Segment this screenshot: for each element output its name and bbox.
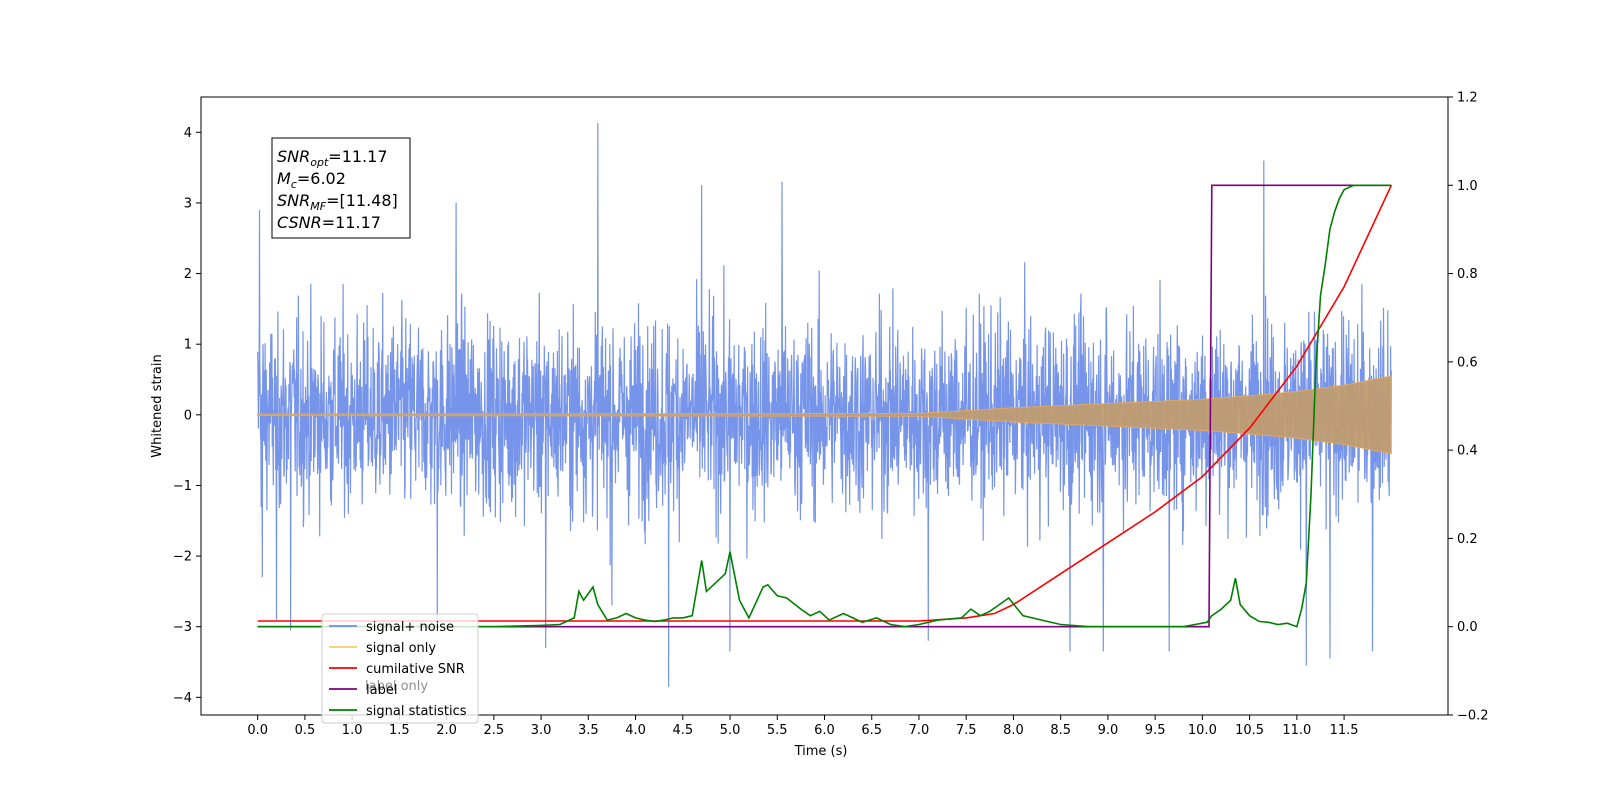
x-tick-label: 0.0 xyxy=(247,723,268,738)
x-tick-label: 10.0 xyxy=(1188,723,1217,738)
y-tick-label-right: 0.4 xyxy=(1457,444,1478,459)
x-tick-label: 0.5 xyxy=(295,723,316,738)
annotation-line: SNRMF=[11.48] xyxy=(277,191,398,213)
x-tick-label: 11.0 xyxy=(1282,723,1311,738)
x-tick-label: 1.0 xyxy=(342,723,363,738)
legend-frame xyxy=(321,613,479,724)
x-tick-label: 8.5 xyxy=(1050,723,1071,738)
x-tick-label: 5.0 xyxy=(720,723,741,738)
y-tick-label-left: −3 xyxy=(173,620,192,635)
x-tick-label: 4.5 xyxy=(672,723,693,738)
x-tick-label: 6.0 xyxy=(814,723,835,738)
y-tick-label-left: −1 xyxy=(173,479,192,494)
x-tick-label: 6.5 xyxy=(861,723,882,738)
x-tick-label: 3.5 xyxy=(578,723,599,738)
snr-annotation-box: SNRopt=11.17Mc=6.02SNRMF=[11.48]CSNR=11.… xyxy=(271,137,411,239)
y-tick-label-left: 2 xyxy=(184,267,192,282)
y-tick-label-right: 0.0 xyxy=(1457,620,1478,635)
y-axis-right: −0.2 0.0 0.2 0.4 0.6 0.8 1.0 1.2 xyxy=(1448,91,1489,724)
legend-label: label xyxy=(366,683,397,698)
x-tick-label: 5.5 xyxy=(767,723,788,738)
legend-label: signal+ noise xyxy=(366,620,454,635)
y-tick-label-right: 0.8 xyxy=(1457,267,1478,282)
x-tick-label: 9.5 xyxy=(1145,723,1166,738)
x-tick-label: 7.5 xyxy=(956,723,977,738)
x-tick-label: 3.0 xyxy=(531,723,552,738)
x-tick-label: 10.5 xyxy=(1235,723,1264,738)
x-tick-label: 8.0 xyxy=(1003,723,1024,738)
plot-area xyxy=(257,123,1393,687)
series-signal-statistics xyxy=(257,184,1392,628)
y-tick-label-left: 4 xyxy=(184,126,192,141)
legend: label only signal+ noise signal only cumila… xyxy=(321,613,479,724)
x-tick-label: 2.0 xyxy=(436,723,457,738)
series-cumulative-snr xyxy=(257,184,1393,622)
y-tick-label-left: −2 xyxy=(173,550,192,565)
y-tick-label-left: −4 xyxy=(173,691,192,706)
legend-label: signal statistics xyxy=(366,704,467,719)
x-tick-label: 9.0 xyxy=(1098,723,1119,738)
y-axis-label: Whitened strain xyxy=(150,354,165,457)
x-axis: 0.0 0.5 1.0 1.5 2.0 2.5 3.0 3.5 4.0 4.5 5.0 5.5 6.0 6… xyxy=(247,715,1359,738)
y-tick-label-left: 0 xyxy=(184,408,192,423)
x-axis-label: Time (s) xyxy=(794,744,848,759)
y-tick-label-left: 1 xyxy=(184,338,192,353)
legend-hidden-text: label only xyxy=(365,679,428,694)
y-tick-label-left: 3 xyxy=(184,196,192,211)
x-tick-label: 7.0 xyxy=(909,723,930,738)
annotation-line: SNRopt=11.17 xyxy=(277,147,388,169)
legend-label: signal only xyxy=(366,641,436,656)
annotation-line: CSNR=11.17 xyxy=(277,213,381,232)
y-tick-label-right: 0.2 xyxy=(1457,532,1478,547)
x-tick-label: 2.5 xyxy=(484,723,505,738)
x-tick-label: 4.0 xyxy=(625,723,646,738)
y-axis-left: −4 −3 −2 −1 0 1 2 3 4 xyxy=(173,126,201,706)
annotation-line: Mc=6.02 xyxy=(277,169,346,191)
x-tick-label: 1.5 xyxy=(389,723,410,738)
x-tick-label: 11.5 xyxy=(1330,723,1359,738)
y-tick-label-right: 1.2 xyxy=(1457,91,1478,106)
y-tick-label-right: 1.0 xyxy=(1457,179,1478,194)
series-label xyxy=(257,184,1392,628)
y-tick-label-right: 0.6 xyxy=(1457,355,1478,370)
legend-label: cumilative SNR xyxy=(366,662,465,677)
y-tick-label-right: −0.2 xyxy=(1457,709,1489,724)
series-signal-only xyxy=(257,375,1392,455)
